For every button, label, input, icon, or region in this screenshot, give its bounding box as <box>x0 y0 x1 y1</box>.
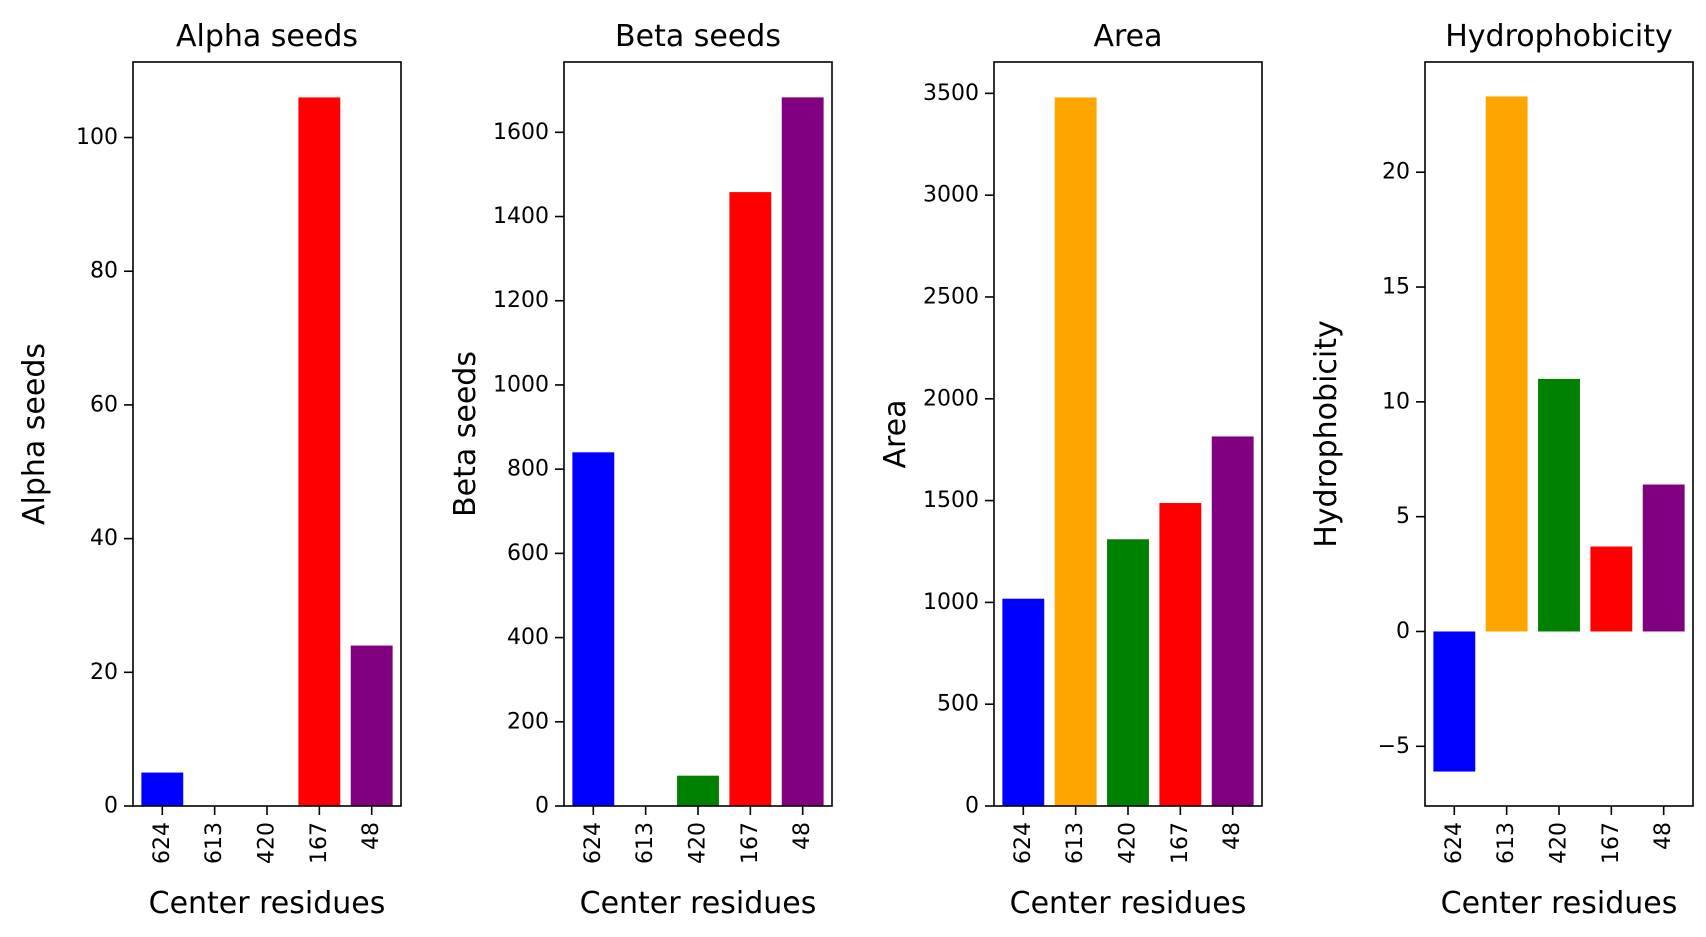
x-axis-label: Center residues <box>1010 886 1247 921</box>
y-tick-label: 1600 <box>493 120 549 145</box>
bar-613 <box>1485 96 1528 632</box>
x-axis-label: Center residues <box>149 886 386 921</box>
y-axis-label: Area <box>878 399 913 468</box>
x-tick-label: 167 <box>738 822 763 864</box>
bar-167 <box>298 97 341 806</box>
y-axis-label: Beta seeds <box>448 351 483 517</box>
x-tick-label: 613 <box>202 822 227 864</box>
x-tick-label: 167 <box>307 822 332 864</box>
y-tick-label: 60 <box>90 392 118 417</box>
y-tick-label: 1500 <box>923 488 979 513</box>
y-tick-label: 800 <box>507 457 549 482</box>
x-tick-label: 624 <box>1011 822 1036 864</box>
bar-624 <box>572 452 615 806</box>
bar-624 <box>141 772 184 806</box>
chart-title: Area <box>1093 19 1162 54</box>
y-tick-label: 0 <box>104 794 118 819</box>
x-axis-label: Center residues <box>580 886 817 921</box>
x-tick-label: 624 <box>1442 822 1467 864</box>
y-tick-label: 2000 <box>923 386 979 411</box>
bar-48 <box>1211 436 1254 806</box>
y-tick-label: −5 <box>1378 734 1410 759</box>
y-tick-label: 10 <box>1382 389 1410 414</box>
y-tick-label: 40 <box>90 526 118 551</box>
y-tick-label: 2500 <box>923 284 979 309</box>
y-tick-label: 20 <box>90 660 118 685</box>
x-tick-label: 613 <box>1063 822 1088 864</box>
y-tick-label: 200 <box>507 709 549 734</box>
x-tick-label: 613 <box>1494 822 1519 864</box>
x-tick-label: 48 <box>359 822 384 850</box>
y-tick-label: 0 <box>1396 619 1410 644</box>
y-tick-label: 5 <box>1396 504 1410 529</box>
x-tick-label: 48 <box>1220 822 1245 850</box>
chart-panel: 0 200 400 600 800 1000 1200 1400 1600 624 613 420 16… <box>448 19 833 921</box>
y-axis-label: Alpha seeds <box>17 343 52 525</box>
y-tick-label: 500 <box>937 692 979 717</box>
y-axis-label: Hydrophobicity <box>1309 320 1344 548</box>
bar-624 <box>1433 631 1476 772</box>
x-tick-label: 167 <box>1599 822 1624 864</box>
bar-167 <box>1159 503 1202 806</box>
y-tick-label: 1000 <box>923 590 979 615</box>
x-tick-label: 420 <box>1547 822 1572 864</box>
y-tick-label: 80 <box>90 259 118 284</box>
y-tick-label: 1000 <box>493 372 549 397</box>
y-tick-label: 20 <box>1382 160 1410 185</box>
y-tick-label: 3000 <box>923 183 979 208</box>
bar-48 <box>350 645 393 806</box>
y-tick-label: 400 <box>507 625 549 650</box>
y-tick-label: 600 <box>507 541 549 566</box>
x-tick-label: 613 <box>633 822 658 864</box>
x-tick-label: 48 <box>790 822 815 850</box>
bar-420 <box>677 775 719 806</box>
x-tick-label: 624 <box>581 822 606 864</box>
y-tick-label: 1400 <box>493 204 549 229</box>
chart-panel: −5 0 5 10 15 20 624 613 420 167 48 Hydrophobicity Ce… <box>1309 19 1694 921</box>
chart-panel: 0 20 40 60 80 100 624 613 420 167 48 Alpha seeds Cen… <box>17 19 402 921</box>
bar-420 <box>1107 539 1149 806</box>
x-tick-label: 48 <box>1651 822 1676 850</box>
chart-title: Alpha seeds <box>176 19 358 54</box>
x-tick-label: 420 <box>255 822 280 864</box>
chart-title: Beta seeds <box>615 19 781 54</box>
bar-167 <box>729 192 772 806</box>
chart-title: Hydrophobicity <box>1445 19 1673 54</box>
x-axis-label: Center residues <box>1441 886 1678 921</box>
y-tick-label: 100 <box>76 125 118 150</box>
x-tick-label: 420 <box>1116 822 1141 864</box>
y-tick-label: 3500 <box>923 81 979 106</box>
bar-167 <box>1590 546 1633 632</box>
y-tick-label: 1200 <box>493 288 549 313</box>
bar-613 <box>1054 97 1097 806</box>
x-tick-label: 624 <box>150 822 175 864</box>
y-tick-label: 15 <box>1382 275 1410 300</box>
y-tick-label: 0 <box>535 794 549 819</box>
x-tick-label: 420 <box>686 822 711 864</box>
bar-624 <box>1002 598 1045 806</box>
bar-420 <box>1538 378 1580 632</box>
x-tick-label: 167 <box>1168 822 1193 864</box>
bar-48 <box>781 97 824 807</box>
y-tick-label: 0 <box>965 794 979 819</box>
bar-48 <box>1642 484 1685 632</box>
chart-panel: 0 500 1000 1500 2000 2500 3000 3500 624 613 420 167… <box>878 19 1263 921</box>
